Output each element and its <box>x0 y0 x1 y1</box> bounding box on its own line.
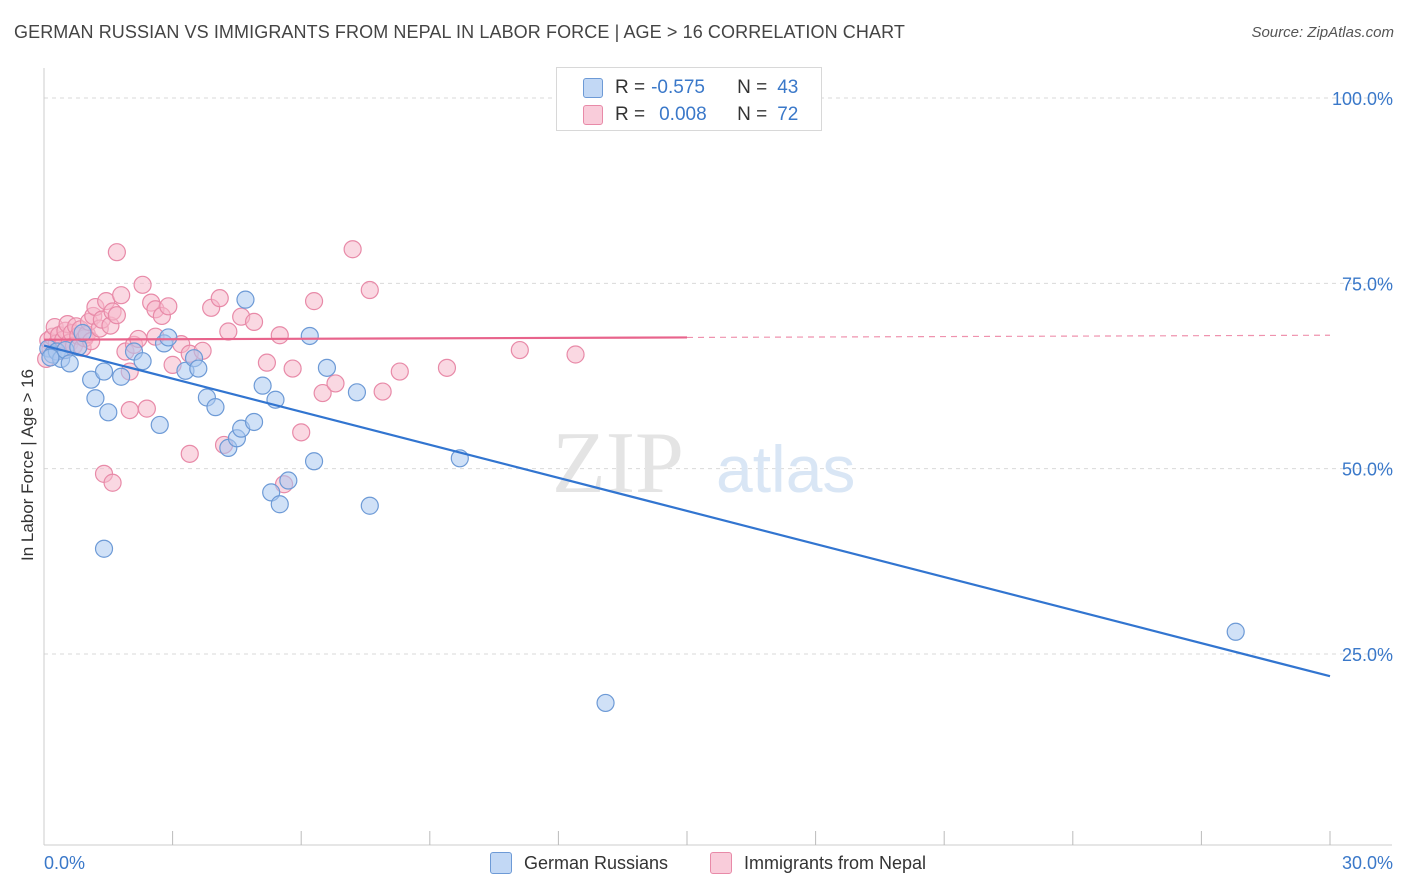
nepal-point <box>360 280 379 300</box>
nepal-point <box>107 243 126 262</box>
nepal-point <box>292 423 311 442</box>
german-russian-point <box>347 383 367 402</box>
german-russian-point <box>304 452 324 471</box>
german-russian-point <box>300 326 319 346</box>
german-russian-point <box>73 323 92 343</box>
german-russian-point <box>279 471 298 490</box>
nepal-point <box>270 326 289 345</box>
bottom-legend-nepal: Immigrants from Nepal <box>710 852 926 874</box>
german-russian-point <box>1226 622 1245 641</box>
german-russian-point <box>244 412 264 432</box>
nepal-point <box>566 345 585 364</box>
german-russian-point <box>60 354 79 373</box>
german-russian-point <box>150 415 169 435</box>
legend-r-label: R = <box>615 104 646 125</box>
watermark-atlas: atlas <box>716 432 855 506</box>
german-russian-point <box>253 376 272 395</box>
nepal-trend-line-extension <box>686 334 1331 339</box>
legend-n-label: N = <box>737 104 768 125</box>
gridlines <box>44 97 1392 655</box>
watermark: ZIP atlas <box>552 415 855 512</box>
german-russian-point <box>99 403 118 422</box>
nepal-point <box>304 292 324 311</box>
legend-r-value: 0.008 <box>659 104 707 125</box>
nepal-point <box>257 353 277 372</box>
data-points <box>37 240 1245 713</box>
nepal-point <box>437 358 457 377</box>
nepal-point <box>133 275 152 294</box>
german-russian-point <box>270 495 289 514</box>
bottom-legend-swatch-pink <box>710 852 732 874</box>
nepal-point <box>373 382 392 401</box>
correlation-legend: R = -0.575 N = 43 R = 0.008 N = 72 <box>556 67 822 131</box>
source-label: Source: ZipAtlas.com <box>1251 24 1394 41</box>
x-tick-label: 30.0% <box>1342 853 1393 873</box>
nepal-point <box>510 340 529 360</box>
german-russian-point <box>86 389 105 408</box>
german-russian-point <box>236 290 255 309</box>
nepal-point <box>107 306 126 325</box>
legend-row-german-russians: R = -0.575 N = 43 <box>557 74 798 102</box>
tick-labels: 25.0% 50.0% 75.0% 100.0% 0.0% 30.0% <box>44 89 1393 873</box>
nepal-point <box>180 444 199 463</box>
y-tick-label: 50.0% <box>1342 460 1393 480</box>
german-russians-trend-line <box>43 344 1331 678</box>
german-russian-point <box>189 359 208 378</box>
german-russian-point <box>94 362 114 381</box>
nepal-point <box>137 399 156 418</box>
nepal-point <box>103 473 122 492</box>
nepal-point <box>326 374 345 393</box>
bottom-legend-label: Immigrants from Nepal <box>744 852 927 873</box>
german-russian-point <box>133 352 152 371</box>
y-axis-label: In Labor Force | Age > 16 <box>18 368 37 562</box>
nepal-point <box>313 383 332 403</box>
nepal-point <box>210 289 229 308</box>
legend-swatch-blue <box>583 78 603 98</box>
german-russian-point <box>159 328 178 347</box>
axes <box>43 68 1392 846</box>
y-tick-label: 25.0% <box>1342 645 1393 665</box>
legend-r-value: -0.575 <box>651 77 705 98</box>
y-tick-label: 100.0% <box>1332 89 1393 109</box>
nepal-trend-line <box>43 336 688 341</box>
legend-swatch-pink <box>583 105 603 125</box>
legend-n-value: 72 <box>777 104 799 125</box>
german-russian-point <box>596 693 615 713</box>
legend-row-nepal: R = 0.008 N = 72 <box>557 101 798 129</box>
nepal-point <box>120 401 139 420</box>
x-tick-label: 0.0% <box>44 853 85 873</box>
watermark-zip: ZIP <box>552 415 684 512</box>
german-russian-point <box>206 398 225 417</box>
german-russian-point <box>360 496 379 515</box>
legend-r-label: R = <box>615 77 646 98</box>
bottom-legend-label: German Russians <box>524 852 669 873</box>
y-axis-label-wrap: In Labor Force | Age > 16 <box>16 300 40 630</box>
german-russian-point <box>41 348 60 367</box>
german-russian-point <box>94 539 114 558</box>
nepal-point <box>244 312 264 331</box>
nepal-point <box>112 286 131 305</box>
nepal-point <box>283 359 302 378</box>
trend-lines <box>43 334 1331 678</box>
nepal-point <box>390 362 409 381</box>
nepal-point <box>219 322 238 341</box>
german-russian-point <box>317 358 337 377</box>
german-russian-point <box>82 370 101 389</box>
y-tick-label: 75.0% <box>1342 274 1393 294</box>
chart-title: GERMAN RUSSIAN VS IMMIGRANTS FROM NEPAL … <box>14 22 905 42</box>
nepal-point <box>343 240 362 259</box>
legend-n-value: 43 <box>777 77 799 98</box>
bottom-legend-swatch-blue <box>490 852 512 874</box>
legend-n-label: N = <box>737 77 768 98</box>
nepal-point <box>159 297 178 316</box>
german-russian-point <box>112 367 131 386</box>
bottom-legend-german-russians: German Russians <box>490 852 668 874</box>
